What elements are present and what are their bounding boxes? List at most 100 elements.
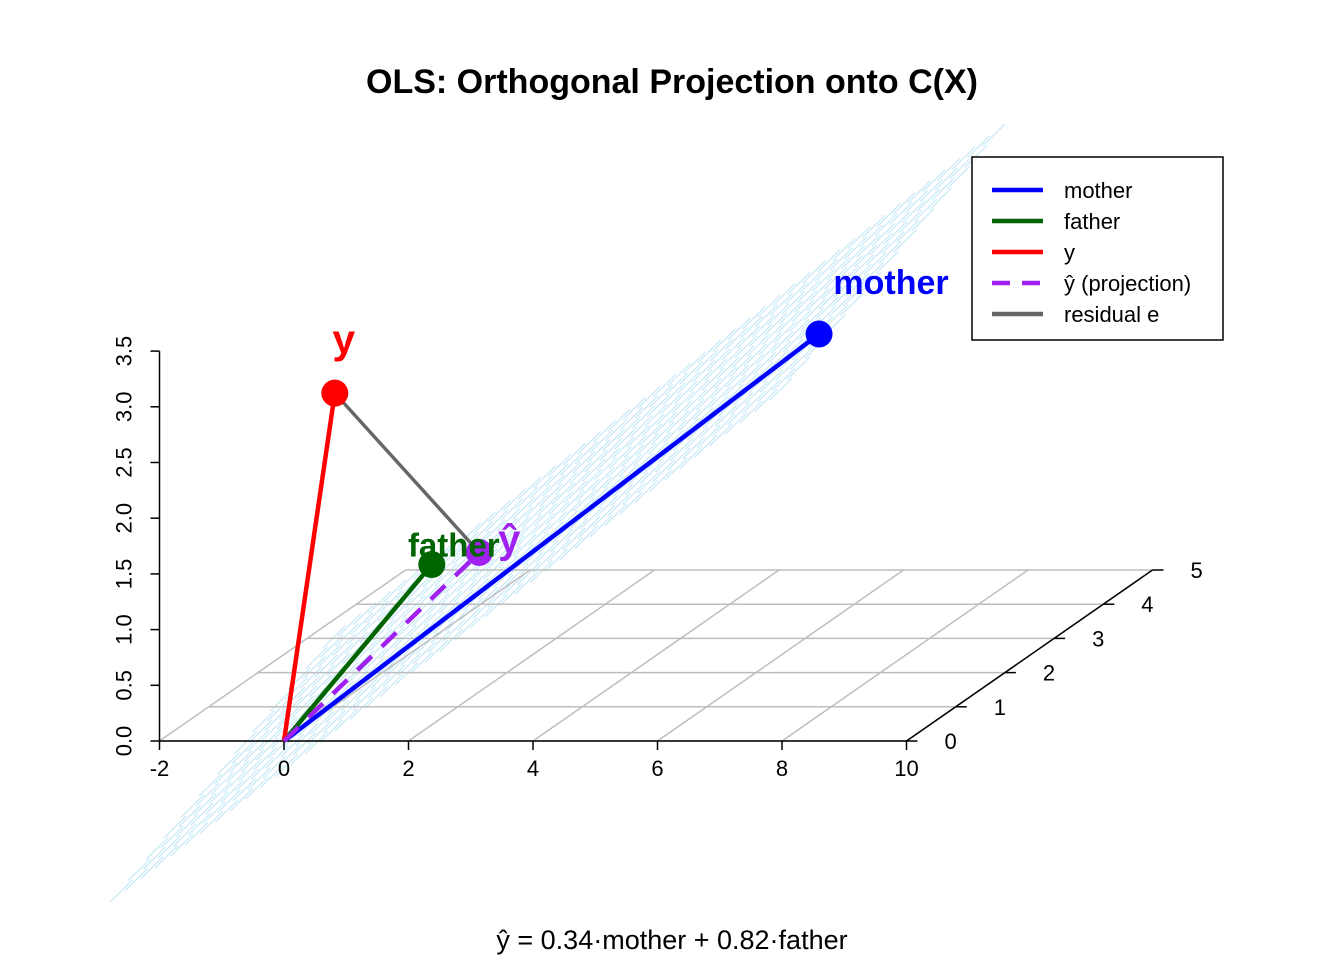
plane-hatch: [893, 229, 917, 253]
plane-hatch: [505, 563, 529, 587]
plane-hatch: [806, 288, 830, 312]
plane-hatch: [889, 201, 913, 225]
plane-hatch: [543, 511, 567, 535]
plane-hatch: [386, 607, 411, 631]
plane-hatch: [781, 291, 806, 315]
plane-hatch: [799, 270, 823, 294]
plane-hatch: [439, 628, 463, 652]
plane-hatch: [289, 742, 314, 766]
plane-hatch: [557, 462, 581, 486]
plane-hatch: [691, 359, 716, 383]
plane-hatch: [729, 392, 754, 416]
plane-hatch: [757, 294, 781, 318]
plane-hatch: [833, 275, 857, 299]
plane-hatch: [491, 527, 515, 551]
plane-hatch: [599, 437, 623, 461]
y-axis-line: [906, 569, 1153, 742]
plane-hatch: [434, 563, 458, 587]
legend: mother father y ŷ (projection) residual e: [971, 156, 1224, 341]
plane-hatch: [626, 424, 650, 448]
plane-hatch: [796, 279, 821, 303]
plane-hatch: [393, 625, 417, 649]
plane-hatch: [875, 250, 899, 274]
plane-hatch: [309, 673, 333, 697]
plane-hatch: [292, 732, 316, 756]
plane-hatch: [740, 353, 765, 377]
yhat-label: ŷ: [498, 518, 521, 562]
plane-hatch: [826, 257, 851, 281]
plane-hatch: [774, 358, 799, 382]
plane-hatch: [249, 719, 273, 743]
plane-hatch: [562, 442, 586, 466]
plane-hatch: [140, 856, 164, 880]
plane-hatch: [517, 476, 541, 500]
plane-hatch: [587, 439, 611, 463]
plane-hatch: [379, 674, 404, 698]
plane-hatch: [654, 449, 679, 473]
plane-hatch: [352, 687, 376, 711]
plane-hatch: [175, 814, 199, 838]
plane-hatch: [196, 783, 220, 807]
grid-line-x: [159, 569, 406, 742]
plane-hatch: [215, 799, 239, 823]
z-tick-label: 3.0: [112, 392, 137, 423]
plane-hatch: [904, 190, 928, 214]
plane-hatch: [559, 537, 583, 561]
plane-hatch: [697, 424, 721, 448]
plane-hatch: [423, 602, 447, 626]
plane-hatch: [247, 766, 271, 790]
plane-hatch: [262, 755, 286, 779]
plane-hatch: [252, 709, 276, 733]
plane-hatch: [532, 550, 556, 574]
vectors: [281, 320, 833, 743]
plane-hatch: [580, 506, 604, 530]
plane-hatch: [235, 768, 259, 792]
plane-hatch: [856, 234, 881, 258]
plane-hatch: [226, 760, 250, 784]
plane-hatch: [815, 296, 840, 320]
plane-hatch: [783, 328, 807, 352]
plane-hatch: [369, 628, 393, 652]
plane-hatch: [952, 146, 976, 170]
plane-hatch: [753, 351, 777, 375]
plane-hatch: [701, 367, 725, 391]
plane-hatch: [572, 450, 596, 474]
plane-hatch: [243, 739, 267, 763]
grid-line-x: [532, 569, 780, 742]
plane-hatch: [532, 465, 556, 489]
plane-hatch: [591, 467, 615, 491]
plane-hatch: [641, 413, 665, 437]
plane-hatch: [766, 302, 791, 326]
plane-hatch: [487, 499, 511, 523]
plane-hatch: [566, 470, 590, 494]
plane-hatch: [337, 698, 361, 722]
plane-hatch: [589, 514, 613, 538]
plane-hatch: [682, 436, 706, 460]
plane-hatch: [803, 297, 827, 321]
y-vector: [281, 392, 338, 742]
plane-hatch: [516, 524, 540, 548]
plane-hatch: [886, 211, 910, 235]
plane-hatch: [603, 465, 627, 489]
plane-hatch: [411, 603, 435, 627]
plane-hatch: [163, 815, 187, 839]
plane-hatch: [871, 222, 895, 246]
plane-hatch: [787, 271, 811, 295]
plane-hatch: [234, 730, 258, 754]
plane-hatch: [354, 639, 378, 663]
plane-hatch: [223, 770, 247, 794]
plane-hatch: [200, 810, 224, 834]
plane-hatch: [362, 610, 386, 634]
mother-vector: [282, 332, 821, 743]
plane-hatch: [455, 532, 479, 556]
plane-hatch: [727, 402, 751, 426]
plane-hatch: [669, 437, 694, 461]
plane-hatch: [634, 480, 658, 504]
plane-hatch: [682, 351, 706, 375]
plane-hatch: [408, 613, 432, 637]
plane-hatch: [896, 219, 920, 243]
plane-hatch: [751, 314, 776, 338]
y-tick-label: 4: [1141, 592, 1153, 617]
plane-hatch: [710, 376, 735, 400]
x-tick-label: 0: [278, 756, 290, 781]
